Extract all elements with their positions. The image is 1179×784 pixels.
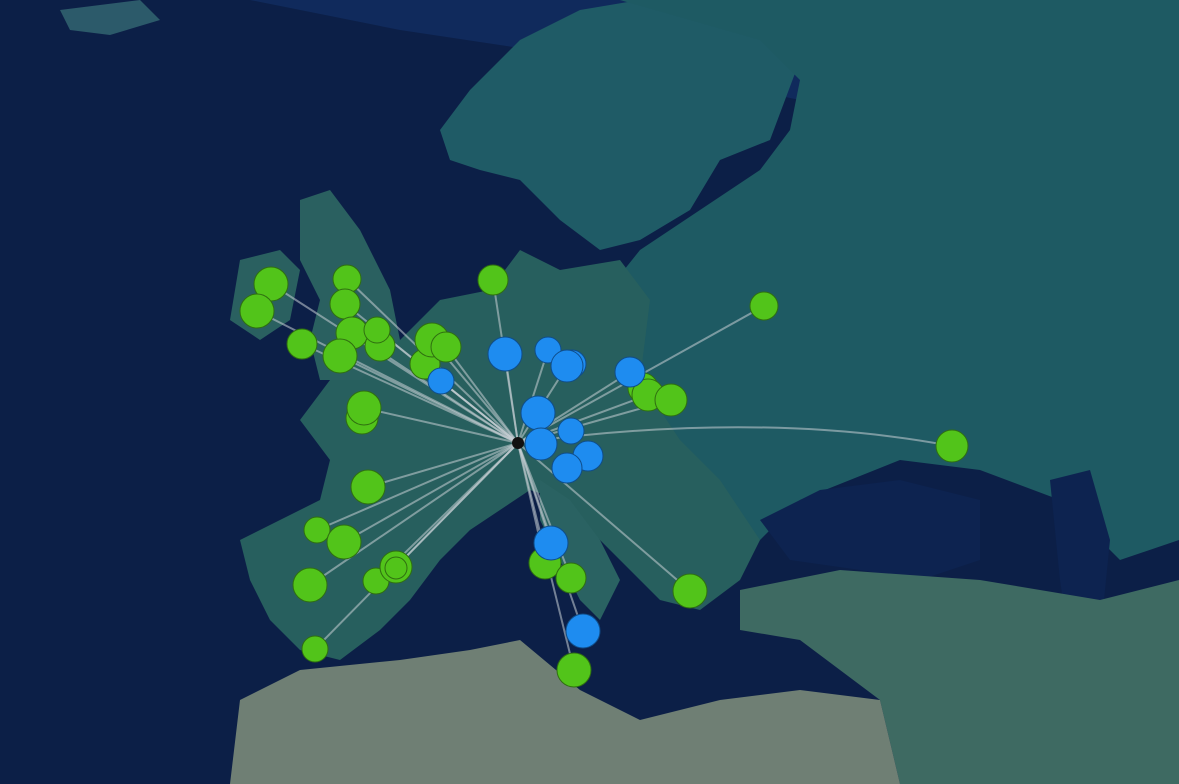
- hub: [512, 437, 524, 449]
- marker[interactable]: [384, 556, 408, 580]
- green-markers: [239, 264, 969, 688]
- marker[interactable]: [350, 469, 386, 505]
- marker[interactable]: [556, 652, 592, 688]
- marker[interactable]: [286, 328, 318, 360]
- link: [339, 355, 519, 444]
- marker[interactable]: [292, 567, 328, 603]
- marker[interactable]: [487, 336, 523, 372]
- marker[interactable]: [533, 525, 569, 561]
- anatolia: [740, 570, 1179, 784]
- black-sea: [760, 480, 980, 580]
- marker[interactable]: [303, 516, 331, 544]
- link: [314, 442, 519, 650]
- link: [445, 346, 519, 444]
- blue-markers: [427, 336, 646, 649]
- marker[interactable]: [551, 452, 583, 484]
- marker[interactable]: [565, 613, 601, 649]
- marker[interactable]: [430, 331, 462, 363]
- marker[interactable]: [322, 338, 358, 374]
- link: [309, 442, 519, 586]
- marker[interactable]: [555, 562, 587, 594]
- italy: [540, 480, 620, 620]
- marker[interactable]: [614, 356, 646, 388]
- link: [343, 442, 519, 543]
- iceland: [60, 0, 160, 35]
- marker[interactable]: [326, 524, 362, 560]
- link: [367, 442, 519, 488]
- marker[interactable]: [654, 383, 688, 417]
- marker[interactable]: [239, 293, 275, 329]
- eastern-europe: [600, 0, 1179, 560]
- link: [316, 442, 519, 531]
- marker[interactable]: [520, 395, 556, 431]
- marker[interactable]: [935, 429, 969, 463]
- scandinavia: [440, 0, 800, 250]
- marker[interactable]: [427, 367, 455, 395]
- north-africa: [230, 640, 900, 784]
- marker[interactable]: [301, 635, 329, 663]
- link: [440, 380, 519, 444]
- marker[interactable]: [550, 349, 584, 383]
- marker[interactable]: [329, 288, 361, 320]
- marker[interactable]: [346, 390, 382, 426]
- marker[interactable]: [477, 264, 509, 296]
- marker[interactable]: [524, 427, 558, 461]
- marker[interactable]: [363, 316, 391, 344]
- link: [363, 407, 519, 444]
- marker[interactable]: [672, 573, 708, 609]
- link: [517, 442, 691, 592]
- marker[interactable]: [749, 291, 779, 321]
- marker[interactable]: [557, 417, 585, 445]
